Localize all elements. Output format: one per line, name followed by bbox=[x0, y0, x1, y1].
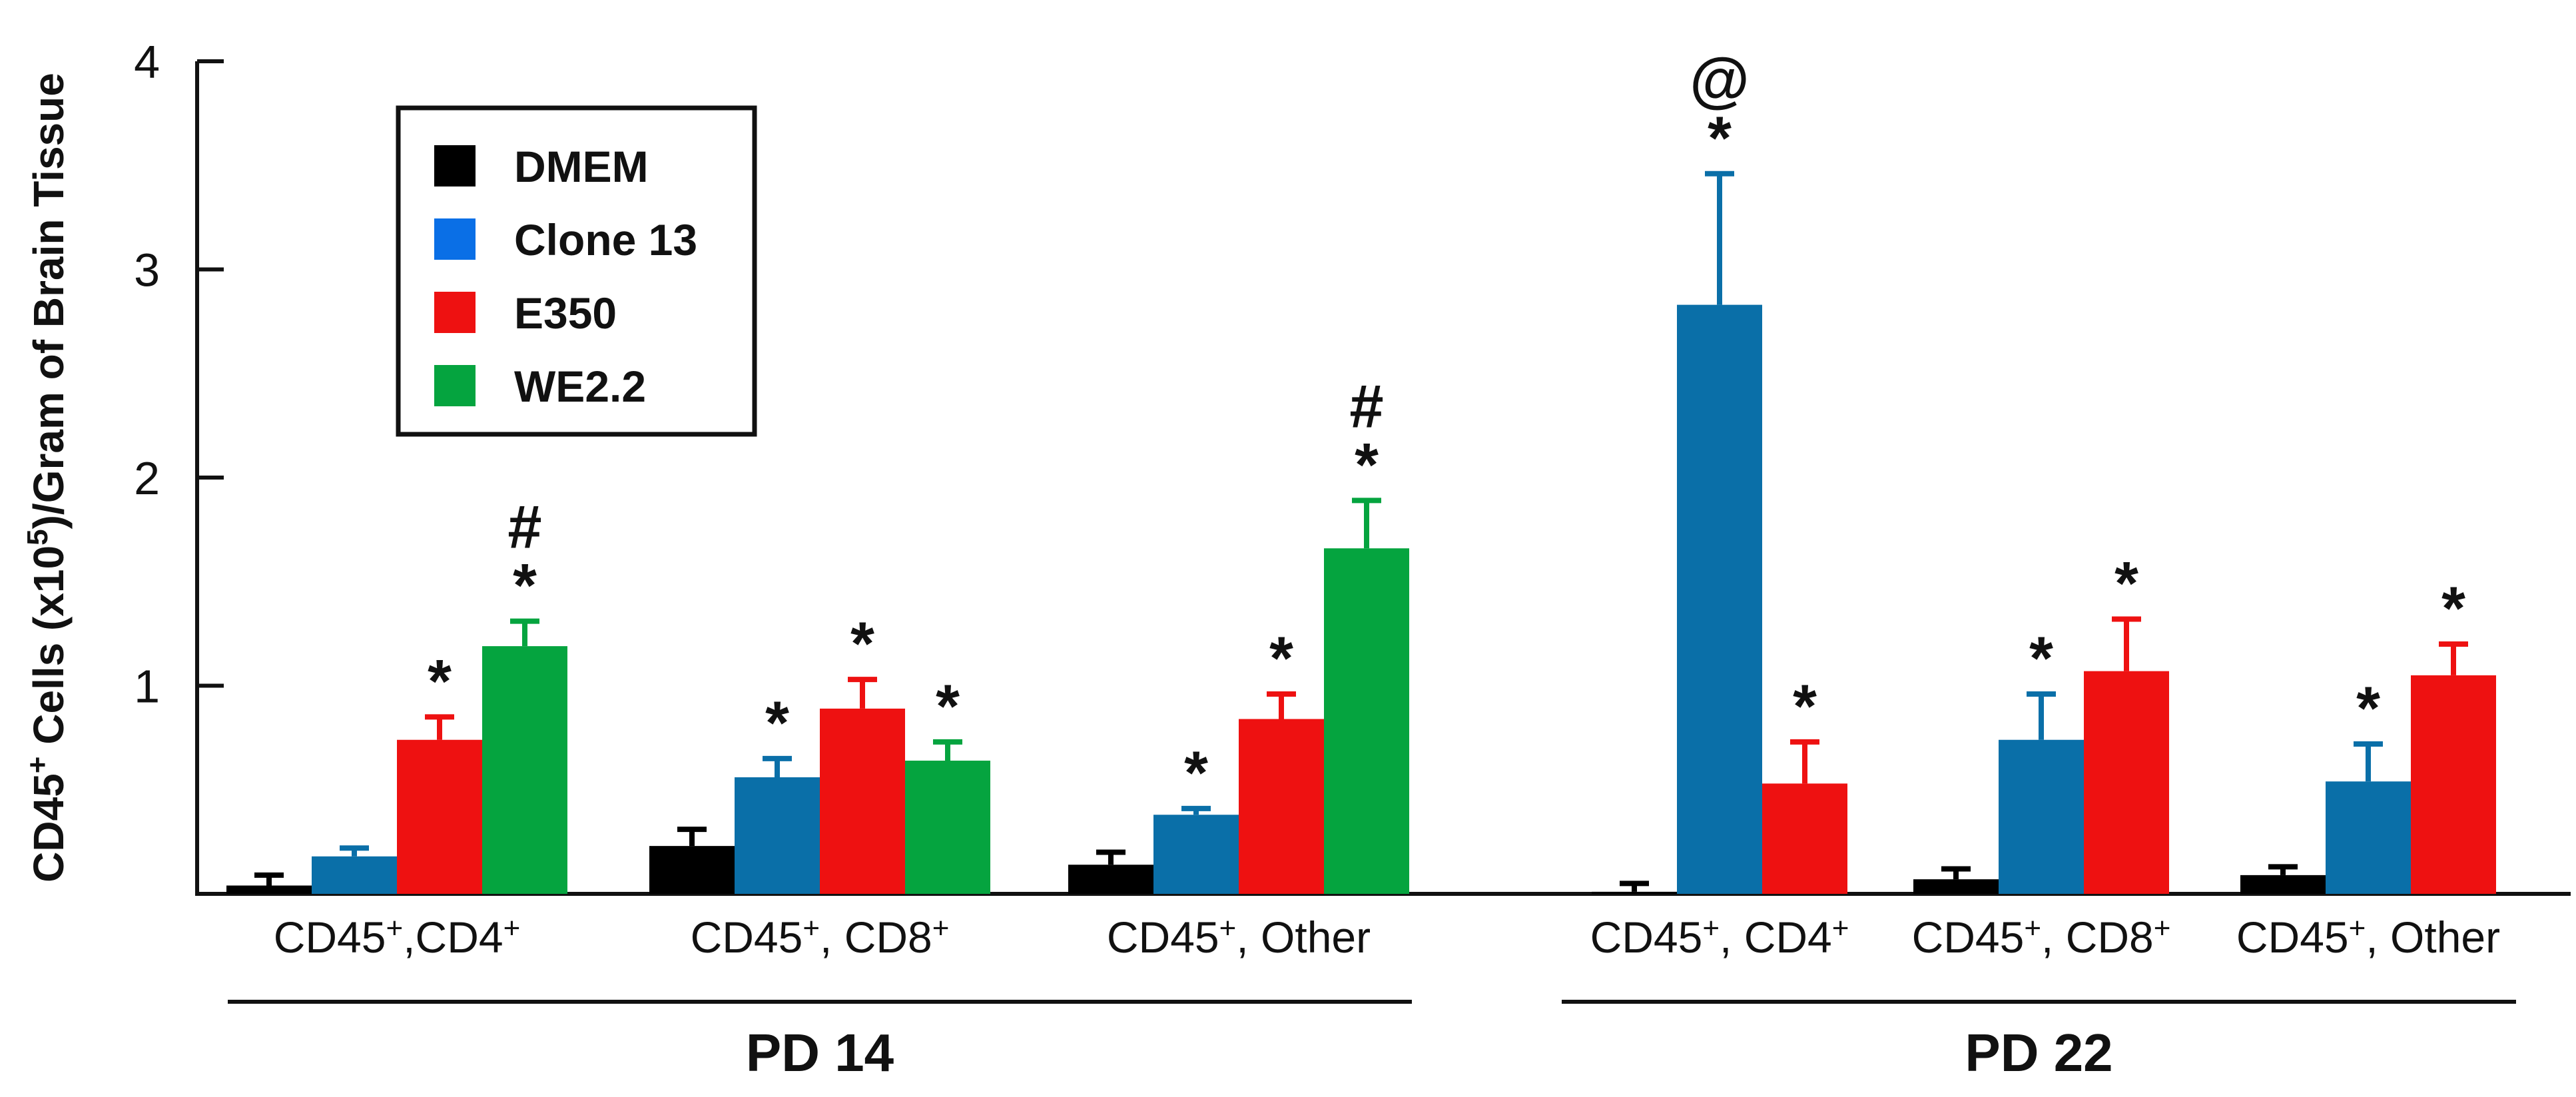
significance-marker: # bbox=[507, 494, 541, 561]
bar-dmem bbox=[1068, 865, 1153, 894]
legend-swatch bbox=[434, 145, 476, 186]
legend-swatch bbox=[434, 292, 476, 333]
significance-marker: * bbox=[2114, 550, 2138, 618]
significance-marker: * bbox=[428, 647, 452, 715]
legend-label: Clone 13 bbox=[514, 215, 697, 264]
bar-clone-13 bbox=[1999, 739, 2084, 894]
bar-e350 bbox=[1762, 783, 1847, 894]
bar-we2-2 bbox=[1324, 548, 1409, 894]
bar-clone-13 bbox=[735, 777, 820, 894]
significance-marker: # bbox=[1349, 372, 1383, 440]
significance-marker: * bbox=[1355, 431, 1379, 499]
category-label: CD45+, Other bbox=[2236, 912, 2500, 962]
bar-we2-2 bbox=[905, 761, 990, 894]
y-tick-label: 2 bbox=[134, 452, 160, 504]
bar-clone-13 bbox=[1153, 815, 1239, 894]
bar-clone-13 bbox=[2326, 781, 2411, 894]
significance-marker: * bbox=[1269, 625, 1293, 693]
bar-dmem bbox=[649, 846, 735, 894]
significance-marker: * bbox=[850, 610, 874, 678]
y-tick-label: 1 bbox=[134, 661, 160, 713]
category-label: CD45+,CD4+ bbox=[274, 912, 521, 962]
category-label: CD45+, CD4+ bbox=[1590, 912, 1849, 962]
bar-e350 bbox=[2084, 671, 2169, 894]
bar-e350 bbox=[820, 708, 905, 894]
error-bars-layer bbox=[254, 171, 2468, 892]
bar-e350 bbox=[2411, 675, 2496, 894]
significance-marker: * bbox=[1793, 673, 1817, 741]
significance-marker: * bbox=[513, 552, 537, 620]
bar-e350 bbox=[397, 739, 482, 894]
y-tick-label: 3 bbox=[134, 244, 160, 296]
bars-layer bbox=[226, 304, 2496, 894]
y-axis-title: CD45+ Cells (x105)/Gram of Brain Tissue bbox=[21, 73, 73, 883]
bar-we2-2 bbox=[482, 646, 567, 894]
bar-dmem bbox=[1913, 879, 1999, 894]
significance-marker: * bbox=[1708, 105, 1732, 173]
category-labels: CD45+,CD4+ CD45+, CD8+ CD45+, Other CD45+, … bbox=[274, 912, 2500, 962]
significance-marker: * bbox=[1184, 739, 1208, 807]
significance-marker: * bbox=[2356, 675, 2380, 743]
group-labels: PD 14 PD 22 bbox=[228, 1000, 2516, 1082]
category-label: CD45+, Other bbox=[1107, 912, 1371, 962]
category-label: CD45+, CD8+ bbox=[691, 912, 950, 962]
significance-marker: * bbox=[2029, 625, 2053, 693]
legend-label: E350 bbox=[514, 288, 617, 338]
significance-marker: * bbox=[765, 689, 789, 757]
bar-e350 bbox=[1239, 719, 1324, 894]
legend-swatch bbox=[434, 365, 476, 406]
bar-dmem bbox=[226, 885, 312, 894]
legend-swatch bbox=[434, 218, 476, 260]
group-label: PD 14 bbox=[746, 1023, 894, 1082]
bar-dmem bbox=[1592, 891, 1677, 894]
bar-clone-13 bbox=[1677, 304, 1762, 894]
y-ticks: 1 2 3 4 bbox=[134, 36, 224, 713]
bar-dmem bbox=[2240, 875, 2326, 894]
legend-label: WE2.2 bbox=[514, 362, 646, 411]
significance-marker: * bbox=[936, 673, 960, 741]
category-label: CD45+, CD8+ bbox=[1912, 912, 2171, 962]
legend: DMEM Clone 13 E350 WE2.2 bbox=[396, 105, 757, 437]
annotations-layer: **#******#*@***** bbox=[428, 46, 2465, 807]
legend-label: DMEM bbox=[514, 142, 649, 191]
group-label: PD 22 bbox=[1965, 1023, 2112, 1082]
y-tick-label: 4 bbox=[134, 36, 160, 88]
significance-marker: * bbox=[2441, 575, 2465, 643]
significance-marker: @ bbox=[1690, 46, 1750, 114]
bar-clone-13 bbox=[312, 856, 397, 894]
